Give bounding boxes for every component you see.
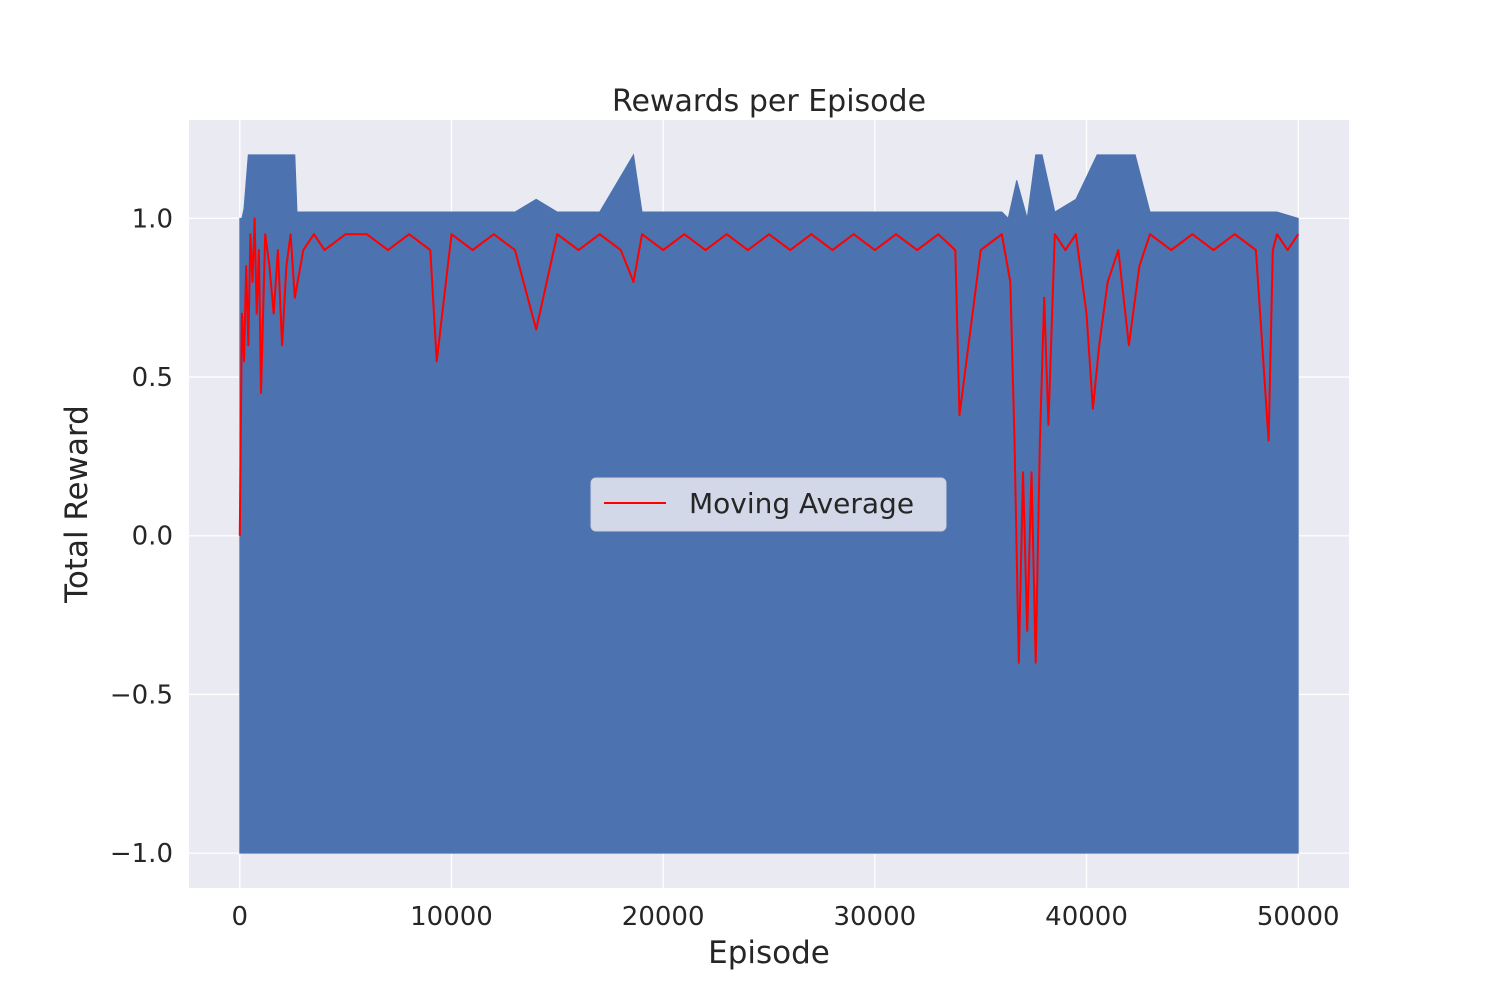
x-tick-label: 20000 — [622, 902, 705, 932]
x-axis-ticks: 0 10000 20000 30000 40000 50000 — [232, 902, 1340, 932]
x-axis-label: Episode — [708, 935, 830, 971]
legend: Moving Average — [590, 477, 947, 532]
y-tick-label: −1.0 — [110, 839, 173, 869]
legend-moving-average-label: Moving Average — [689, 487, 914, 520]
y-axis-label: Total Reward — [59, 405, 95, 604]
legend-box — [590, 477, 947, 532]
series-moving-average-line — [238, 217, 1300, 664]
y-tick-label: −0.5 — [110, 680, 173, 710]
x-tick-label: 40000 — [1045, 902, 1128, 932]
x-tick-label: 10000 — [410, 902, 493, 932]
x-tick-label: 0 — [232, 902, 249, 932]
chart-title: Rewards per Episode — [612, 84, 926, 119]
y-tick-label: 0.0 — [132, 522, 173, 552]
y-tick-label: 1.0 — [132, 204, 173, 234]
x-tick-label: 50000 — [1257, 902, 1340, 932]
y-axis-ticks: −1.0 −0.5 0.0 0.5 1.0 — [110, 204, 173, 869]
y-tick-label: 0.5 — [132, 363, 173, 393]
x-tick-label: 30000 — [833, 902, 916, 932]
